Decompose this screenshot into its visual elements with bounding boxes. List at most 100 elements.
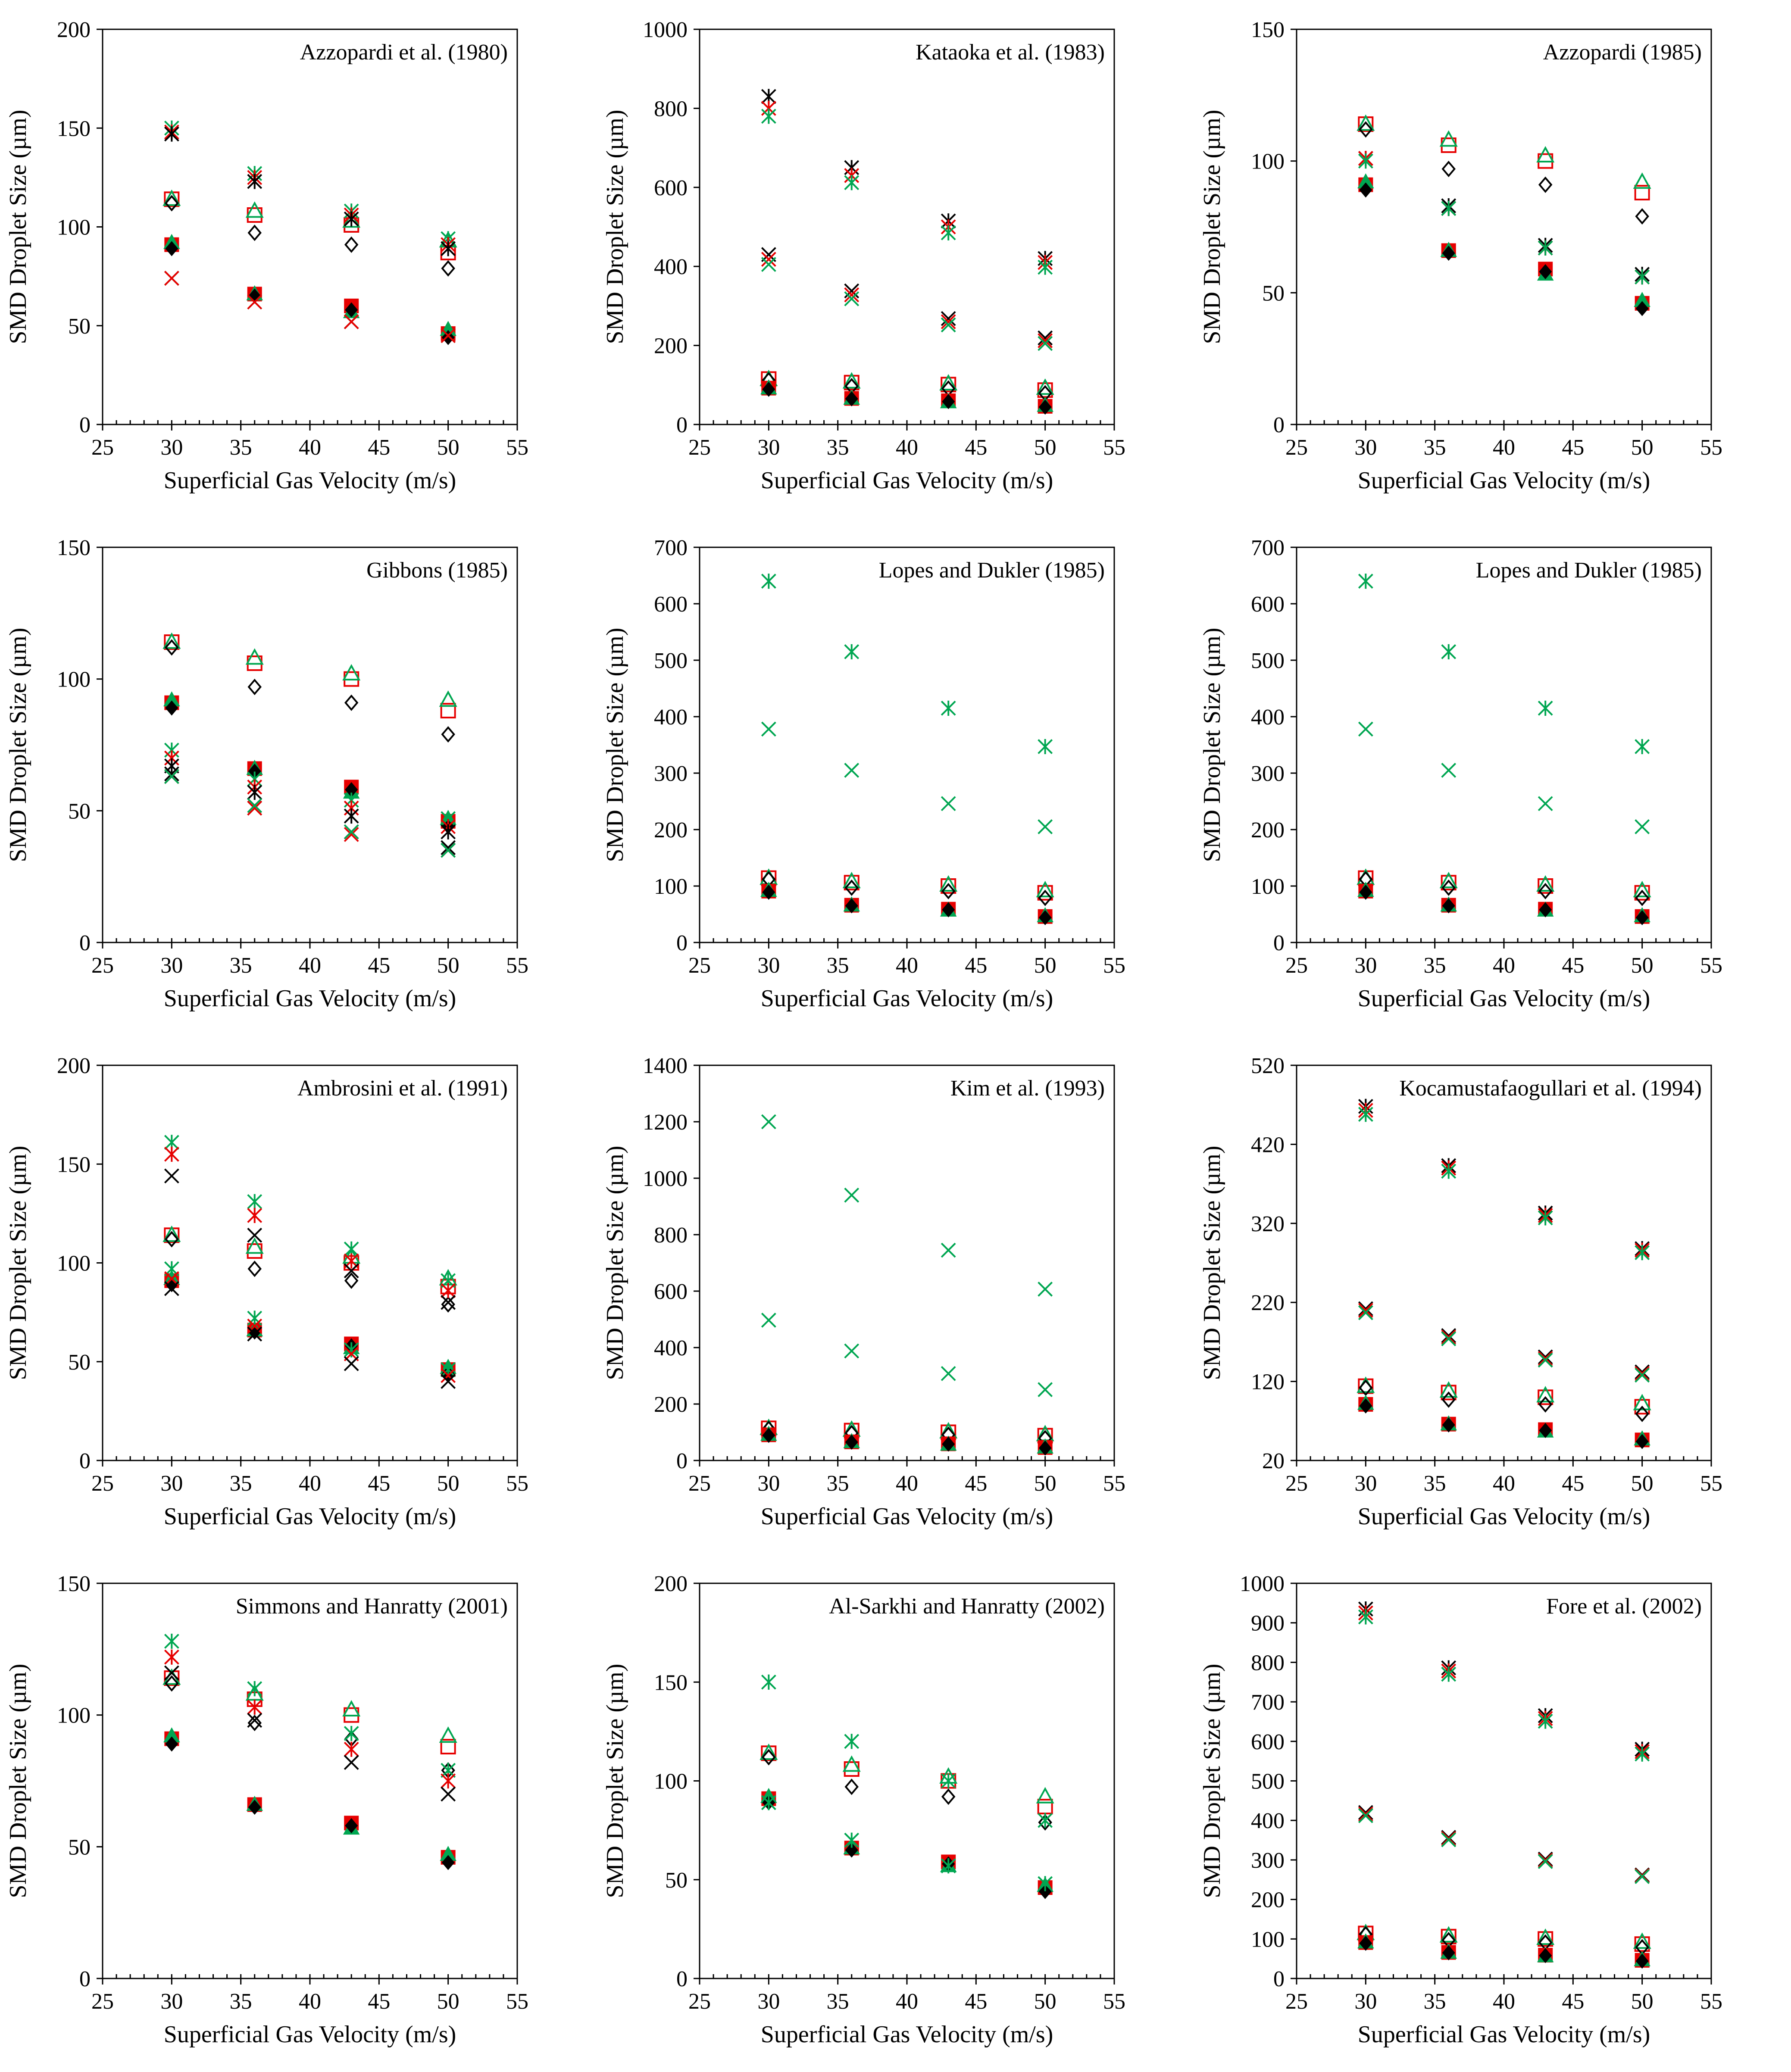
chart-svg: 25 30 35 40 45 50 55 0 50 100 150 Azzopardi (1985) S… [1199,18,1722,494]
series-group [760,1418,1054,1442]
data-point-diamond-filled [165,700,178,716]
data-point-triangle [163,189,181,206]
series-group [1359,121,1649,225]
y-tick-label: 1400 [643,1054,688,1078]
data-point-star [1635,1746,1650,1762]
y-tick-label: 200 [1251,818,1285,843]
data-point-x [761,252,776,267]
series-group [761,381,1053,414]
series-group [761,257,1053,351]
series-group [1358,1805,1650,1883]
data-point-x [441,328,456,343]
series-group [165,195,455,277]
x-minor-ticks [699,1974,1115,1978]
series-group [164,124,456,253]
y-tick-label: 500 [1251,649,1285,673]
data-point-diamond [247,1714,262,1732]
series-group [1357,868,1651,898]
y-tick-label: 420 [1251,1133,1285,1157]
y-tick-label: 50 [68,799,91,824]
data-point-star [761,1795,776,1810]
data-point-square [1441,875,1457,891]
data-point-star [164,1146,179,1162]
x-tick-label: 45 [965,435,987,460]
data-point-x [1358,1301,1373,1317]
chart-svg: 25 30 35 40 45 50 55 0 100 200 300 400 500 600 700 800 9… [1199,1572,1722,2048]
data-point-x [1038,819,1053,834]
data-point-triangle [1439,871,1458,889]
series-group [164,1227,456,1295]
series-group [761,247,1053,346]
chart-title: Gibbons (1985) [366,558,508,583]
y-tick-label: 200 [654,334,688,359]
series-group [165,241,455,345]
data-point-diamond-filled [845,1842,858,1858]
series-group [164,237,456,341]
y-tick-label: 300 [1251,761,1285,786]
data-point-x [1538,1349,1553,1365]
data-point-triangle [163,1225,181,1242]
data-point-x [441,1295,456,1310]
plot-frame [102,28,518,425]
series-group [164,1670,456,1755]
x-tick-label: 55 [506,953,528,978]
data-point-x [941,1242,956,1258]
x-tick-label: 45 [965,1989,987,2014]
x-tick-label: 55 [506,435,528,460]
data-point-diamond-filled [1635,301,1649,316]
x-tick-label: 40 [299,435,321,460]
data-point-x [1538,1352,1553,1368]
series-group [163,1727,456,1861]
chart-svg: 25 30 35 40 45 50 55 20 120 220 320 420 520 Kocamusta… [1199,1054,1722,1530]
y-tick-label: 50 [68,1835,91,1860]
data-point-triangle [939,374,958,391]
data-point-x [441,1374,456,1389]
x-axis-title: Superficial Gas Velocity (m/s) [164,2021,456,2048]
series-group [164,1271,456,1383]
data-point-diamond-filled [1359,182,1372,198]
data-point-star [344,1741,359,1757]
x-tick-label: 35 [230,1471,252,1496]
series-group [164,695,456,829]
chart-svg: 25 30 35 40 45 50 55 0 50 100 150 Simmons and Hanra… [5,1572,528,2048]
series-group [1357,1376,1651,1410]
data-point-diamond-filled [1442,1417,1455,1433]
data-point-diamond [1441,160,1456,178]
y-axis-title: SMD Droplet Size (µm) [1199,628,1225,862]
plot-frame [699,28,1115,425]
chart-title: Kataoka et al. (1983) [916,40,1105,65]
x-tick-label: 50 [437,1989,459,2014]
data-point-x [1538,796,1553,811]
series-group [165,700,455,834]
series-group [1358,1808,1650,1884]
data-point-diamond-filled [1635,910,1649,925]
data-point-star [164,758,179,774]
chart-panel: 25 30 35 40 45 50 55 0 50 100 150 Gibbons (1985) Sup… [0,518,597,1036]
data-point-diamond [1441,879,1456,896]
data-point-x [844,283,860,299]
data-point-x [1358,1305,1373,1320]
x-tick-label: 30 [757,1471,780,1496]
data-point-triangle [1439,1926,1458,1943]
plot-frame [699,546,1115,943]
data-point-diamond-filled [441,330,455,345]
data-point-star [1635,739,1650,755]
data-point-diamond [165,1675,179,1692]
data-point-diamond-filled [165,1736,178,1752]
data-point-x [941,314,956,329]
series-group [163,189,457,248]
series-group [761,721,1053,834]
series-group [165,1675,455,1779]
data-point-diamond [344,236,359,253]
series-group [1358,1807,1650,1883]
y-tick-label: 200 [57,18,91,42]
data-point-diamond [344,1272,359,1289]
y-tick-label: 600 [1251,1730,1285,1754]
series-group [164,1665,456,1802]
x-tick-label: 40 [896,435,918,460]
y-axis-title: SMD Droplet Size (µm) [5,628,31,862]
x-tick-label: 30 [160,1471,183,1496]
y-tick-label: 400 [654,255,688,279]
chart-title: Lopes and Dukler (1985) [879,558,1105,583]
series-group [761,1674,1053,1828]
